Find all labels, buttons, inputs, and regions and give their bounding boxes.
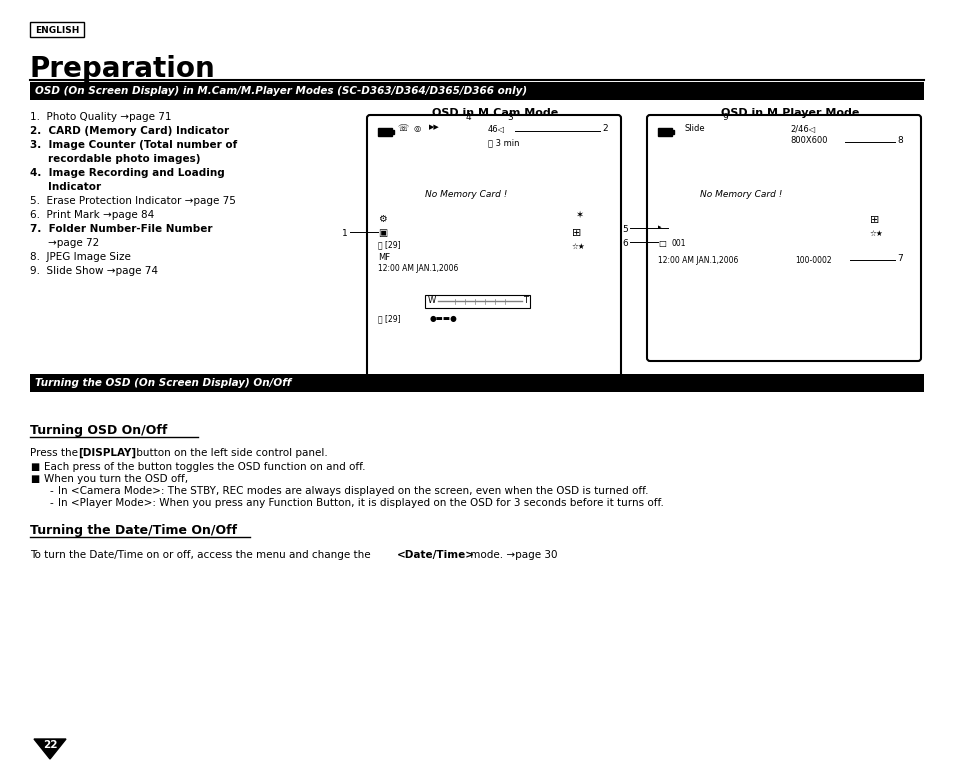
Text: 1.  Photo Quality →page 71: 1. Photo Quality →page 71	[30, 112, 172, 122]
Text: Indicator: Indicator	[48, 182, 101, 192]
FancyBboxPatch shape	[646, 115, 920, 361]
Text: 1: 1	[342, 229, 348, 238]
Text: Press the: Press the	[30, 448, 81, 458]
Text: ■: ■	[30, 474, 39, 484]
Text: ●▬▬●: ●▬▬●	[430, 314, 457, 323]
Text: Ⓢ [29]: Ⓢ [29]	[377, 240, 400, 249]
Text: In <Camera Mode>: The STBY, REC modes are always displayed on the screen, even w: In <Camera Mode>: The STBY, REC modes ar…	[58, 486, 648, 496]
Text: □: □	[658, 239, 665, 248]
Polygon shape	[34, 739, 66, 759]
Text: 100-0002: 100-0002	[794, 256, 831, 265]
Bar	[392, 130, 394, 134]
Text: 001: 001	[671, 239, 686, 248]
Text: MF: MF	[377, 253, 390, 262]
Text: In <Player Mode>: When you press any Function Button, it is displayed on the OSD: In <Player Mode>: When you press any Fun…	[58, 498, 663, 508]
Text: 4.  Image Recording and Loading: 4. Image Recording and Loading	[30, 168, 225, 178]
Bar	[377, 128, 392, 136]
Text: OSD in M.Player Mode: OSD in M.Player Mode	[720, 108, 859, 118]
Text: 2.  CARD (Memory Card) Indicator: 2. CARD (Memory Card) Indicator	[30, 126, 229, 136]
Text: ✶: ✶	[575, 210, 582, 220]
Text: 46◁: 46◁	[488, 124, 504, 133]
Text: 800X600: 800X600	[789, 136, 826, 145]
Bar	[671, 130, 673, 134]
Text: OSD in M.Cam Mode: OSD in M.Cam Mode	[432, 108, 558, 118]
Bar	[424, 295, 530, 308]
Text: Turning the OSD (On Screen Display) On/Off: Turning the OSD (On Screen Display) On/O…	[35, 378, 291, 388]
Text: ☆★: ☆★	[572, 243, 585, 252]
Text: ▶▶: ▶▶	[429, 124, 439, 130]
Text: To turn the Date/Time on or off, access the menu and change the: To turn the Date/Time on or off, access …	[30, 550, 374, 560]
Text: 12:00 AM JAN.1,2006: 12:00 AM JAN.1,2006	[377, 264, 457, 273]
Text: Ⓢ [29]: Ⓢ [29]	[377, 314, 400, 323]
Text: [DISPLAY]: [DISPLAY]	[78, 448, 136, 459]
Text: 4: 4	[465, 113, 471, 122]
Text: ☏: ☏	[396, 124, 408, 133]
Bar	[658, 128, 671, 136]
Text: Slide: Slide	[684, 124, 705, 133]
Text: 3.  Image Counter (Total number of: 3. Image Counter (Total number of	[30, 140, 237, 150]
Text: 2/46◁: 2/46◁	[789, 124, 815, 133]
Text: OSD (On Screen Display) in M.Cam/M.Player Modes (SC-D363/D364/D365/D366 only): OSD (On Screen Display) in M.Cam/M.Playe…	[35, 86, 527, 96]
Text: ▸: ▸	[658, 224, 660, 230]
Text: 9: 9	[721, 113, 727, 122]
Text: 7: 7	[896, 254, 902, 263]
Text: mode. →page 30: mode. →page 30	[467, 550, 557, 560]
Text: 3: 3	[507, 113, 513, 122]
Text: 2: 2	[601, 124, 607, 133]
Text: ☆★: ☆★	[869, 230, 882, 239]
Text: <Date/Time>: <Date/Time>	[396, 550, 475, 560]
Text: ■: ■	[30, 462, 39, 472]
Text: ⊞: ⊞	[869, 215, 879, 225]
Text: ▣: ▣	[377, 228, 387, 238]
Text: Turning the Date/Time On/Off: Turning the Date/Time On/Off	[30, 524, 237, 537]
Text: ⊞: ⊞	[572, 228, 580, 238]
Text: No Memory Card !: No Memory Card !	[700, 190, 781, 199]
FancyBboxPatch shape	[367, 115, 620, 383]
Text: recordable photo images): recordable photo images)	[48, 154, 200, 164]
Text: W: W	[428, 296, 436, 305]
Text: 8.  JPEG Image Size: 8. JPEG Image Size	[30, 252, 131, 262]
Text: 12:00 AM JAN.1,2006: 12:00 AM JAN.1,2006	[658, 256, 738, 265]
Bar	[30, 374, 923, 392]
Text: ◎: ◎	[414, 124, 421, 133]
Text: When you turn the OSD off,: When you turn the OSD off,	[44, 474, 188, 484]
Text: -: -	[50, 486, 53, 496]
Text: ⚙: ⚙	[377, 214, 386, 224]
Bar	[30, 22, 84, 37]
Text: Preparation: Preparation	[30, 55, 215, 83]
Text: No Memory Card !: No Memory Card !	[424, 190, 507, 199]
Text: 6.  Print Mark →page 84: 6. Print Mark →page 84	[30, 210, 154, 220]
Text: Each press of the button toggles the OSD function on and off.: Each press of the button toggles the OSD…	[44, 462, 365, 472]
Text: 6: 6	[621, 239, 627, 248]
Text: 7.  Folder Number-File Number: 7. Folder Number-File Number	[30, 224, 213, 234]
Text: button on the left side control panel.: button on the left side control panel.	[132, 448, 328, 458]
Text: ⌛ 3 min: ⌛ 3 min	[488, 138, 519, 147]
Text: →page 72: →page 72	[48, 238, 99, 248]
Text: T: T	[522, 296, 527, 305]
Text: 5: 5	[621, 225, 627, 234]
Text: 22: 22	[43, 740, 57, 750]
Text: -: -	[50, 498, 53, 508]
Text: ENGLISH: ENGLISH	[34, 26, 79, 34]
Bar	[30, 82, 923, 100]
Text: 9.  Slide Show →page 74: 9. Slide Show →page 74	[30, 266, 158, 276]
Text: 8: 8	[896, 136, 902, 145]
Text: Turning OSD On/Off: Turning OSD On/Off	[30, 424, 167, 437]
Text: 5.  Erase Protection Indicator →page 75: 5. Erase Protection Indicator →page 75	[30, 196, 235, 206]
